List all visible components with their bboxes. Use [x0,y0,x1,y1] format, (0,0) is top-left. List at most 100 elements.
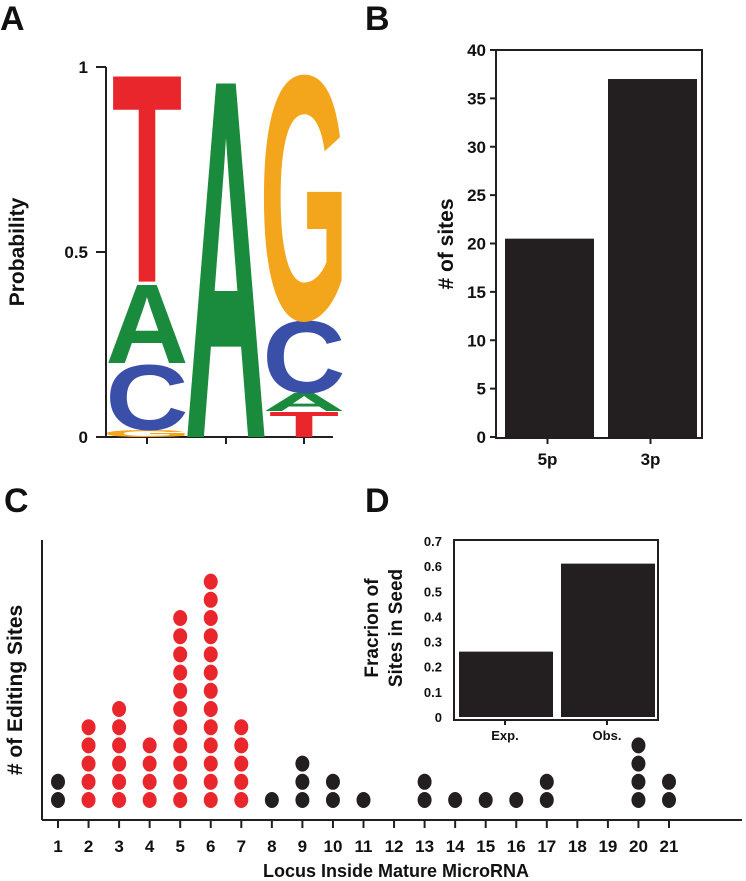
panel-c-dot-locus-11 [356,792,371,808]
panel-c-dot-locus-5 [173,628,188,645]
panel-c-dot-locus-6 [203,610,218,626]
panel-c-dot-locus-4 [142,773,157,790]
panel-c-dot-locus-5 [173,646,188,663]
panel-c-dot-locus-10 [325,773,340,790]
panel-letter-d: D [365,482,390,520]
panel-b-y-tick-label: 0 [477,428,486,447]
panel-c-dot-locus-4 [142,755,157,772]
panel-b-y-tick-label: 15 [467,283,486,302]
panel-c-dot-locus-6 [203,591,218,608]
panel-c-dot-locus-2 [81,792,96,808]
panel-c-dot-locus-7 [234,773,249,790]
panel-c-dot-locus-21 [662,773,676,790]
panel-c-dot-locus-6 [203,773,218,790]
panel-d-y-axis-title-line2: Sites in Seed [386,569,407,687]
panel-c-x-tick-label: 8 [267,837,276,856]
panel-c-x-tick-label: 21 [660,837,679,856]
panel-d-y-tick-label: 0.4 [424,609,443,624]
panel-c-dot-locus-3 [112,719,127,736]
panel-b-bar-5p [505,238,594,437]
panel-c-dot-locus-15 [478,792,493,808]
panel-c-ticks: 1 2 3 4 5 6 7 8 9 10 11 12 13 14 15 16 17 18 19 20 21 [53,820,678,856]
panel-c-y-axis-title: # of Editing Sites [4,605,27,775]
panel-c-x-tick-label: 3 [114,837,123,856]
panel-b-bars [505,79,697,438]
panel-c-dots [51,573,676,808]
panel-c-dot-locus-6 [203,701,218,717]
panel-c-dot-locus-2 [81,755,96,772]
panel-c-dot-locus-2 [81,737,96,754]
panel-c-x-axis-title: Locus Inside Mature MicroRNA [263,861,529,881]
logo-letter-g: G [259,3,349,394]
panel-c-x-tick-label: 2 [84,837,93,856]
panel-c-dot-locus-9 [295,773,310,790]
panel-c-dot-locus-20 [631,792,646,808]
panel-d-x-tick-label: Obs. [593,728,622,743]
panel-d-y-axis-title-line1: Fracrion of [362,578,383,678]
logo-y-axis-title: Probability [6,197,29,306]
panel-c-dot-locus-4 [142,737,157,754]
panel-c-dot-locus-6 [203,755,218,772]
panel-d-y-tick-label: 0.7 [424,534,442,549]
panel-c-dot-locus-5 [173,719,188,736]
panel-c-dot-locus-7 [234,792,249,808]
panel-c-x-tick-label: 11 [355,837,373,856]
panel-c-x-tick-label: 5 [175,837,184,856]
panel-letter-b: B [365,0,390,38]
panel-c-dot-locus-14 [448,792,463,808]
panel-c-x-tick-label: 16 [507,837,526,856]
panel-c-dot-locus-21 [662,792,676,808]
panel-c-dot-locus-20 [631,755,646,772]
panel-letter-a: A [0,0,25,38]
panel-c-dot-locus-3 [112,773,127,790]
panel-b-y-tick-label: 25 [467,186,486,205]
panel-b-x-tick-label: 5p [538,450,558,469]
panel-b-y-tick-label: 35 [467,89,486,108]
panel-d-bar-chart: 0 0.1 0.2 0.3 0.4 0.5 0.6 0.7 Exp. Obs. Fracrion … [362,534,659,743]
panel-c-dot-locus-1 [51,773,65,790]
panel-d-y-tick-label: 0 [435,710,442,725]
panel-c-dot-locus-7 [234,719,249,736]
logo-ticks: 00.51 [64,58,305,447]
panel-c-dot-locus-2 [81,773,96,790]
panel-d-bar-Obs [561,563,655,717]
logo-y-tick-label: 1 [79,58,88,77]
panel-c-x-tick-label: 4 [145,837,155,856]
panel-c-dot-locus-5 [173,792,188,808]
panel-c-x-tick-label: 13 [415,837,434,856]
panel-d-y-tick-label: 0.6 [424,559,442,574]
panel-c-dot-locus-8 [264,792,279,808]
panel-c-x-tick-label: 12 [385,837,404,856]
panel-c-dot-locus-17 [539,792,554,808]
logo-letter-c: C [105,346,188,450]
panel-c-dot-locus-2 [81,719,96,736]
panel-d-frame [453,539,659,721]
panel-c-dot-locus-5 [173,773,188,790]
panel-c-dot-locus-6 [203,792,218,808]
panel-c-dot-locus-13 [417,773,432,790]
panel-c-dot-locus-3 [112,701,127,717]
panel-c-dot-locus-1 [51,792,65,808]
logo-letter-a: A [184,0,267,546]
panel-c-dot-locus-6 [203,682,218,699]
panel-c-dot-locus-5 [173,610,188,626]
panel-c-dot-locus-9 [295,755,310,772]
panel-c-dot-locus-5 [173,755,188,772]
panel-c-dot-locus-13 [417,792,432,808]
panel-c-x-tick-label: 10 [323,837,342,856]
panel-c-dot-locus-4 [142,792,157,808]
panel-c-dot-locus-7 [234,737,249,754]
panel-c-x-tick-label: 1 [53,837,62,856]
panel-c-x-tick-label: 6 [206,837,215,856]
panel-c-dot-locus-6 [203,628,218,645]
panel-c-dot-locus-20 [631,773,646,790]
panel-d-y-tick-label: 0.2 [424,660,442,675]
panel-c-dot-locus-5 [173,701,188,717]
panel-c-x-tick-label: 19 [598,837,617,856]
logo-letter-t: T [112,11,182,345]
panel-b-y-tick-label: 40 [467,41,486,60]
panel-c-dot-locus-6 [203,719,218,736]
panel-b-y-axis-title: # of sites [435,198,458,289]
